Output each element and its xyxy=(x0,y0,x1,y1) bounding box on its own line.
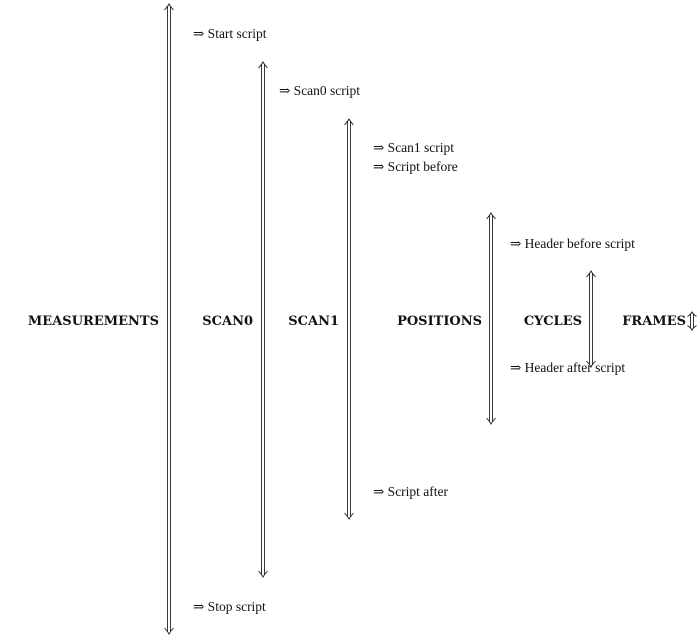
double-up-down-arrow-icon-measurements xyxy=(164,2,174,636)
double-up-down-arrow-icon-cycles xyxy=(586,269,596,369)
level-label-cycles: CYCLES xyxy=(524,314,582,329)
header-after-script-text: ⇒ Header after script xyxy=(510,360,625,375)
double-up-down-arrow-icon-positions xyxy=(486,211,496,426)
scan0-script-text: ⇒ Scan0 script xyxy=(279,83,360,98)
level-label-scan1: SCAN1 xyxy=(288,314,339,329)
double-up-down-arrow-icon-scan0 xyxy=(258,60,268,579)
double-up-down-arrow-icon-scan1 xyxy=(344,117,354,521)
level-label-measurements: MEASUREMENTS xyxy=(28,314,159,329)
level-label-positions: POSITIONS xyxy=(397,314,482,329)
start-script-text: ⇒ Start script xyxy=(193,26,267,41)
header-before-script-text: ⇒ Header before script xyxy=(510,236,635,251)
level-label-frames: FRAMES xyxy=(622,314,686,329)
level-label-scan0: SCAN0 xyxy=(202,314,253,329)
stop-script-text: ⇒ Stop script xyxy=(193,599,266,614)
double-up-down-arrow-icon-frames xyxy=(687,310,697,332)
script-after-text: ⇒ Script after xyxy=(373,484,449,499)
script-before-text: ⇒ Script before xyxy=(373,159,458,174)
scan1-script-text: ⇒ Scan1 script xyxy=(373,140,454,155)
